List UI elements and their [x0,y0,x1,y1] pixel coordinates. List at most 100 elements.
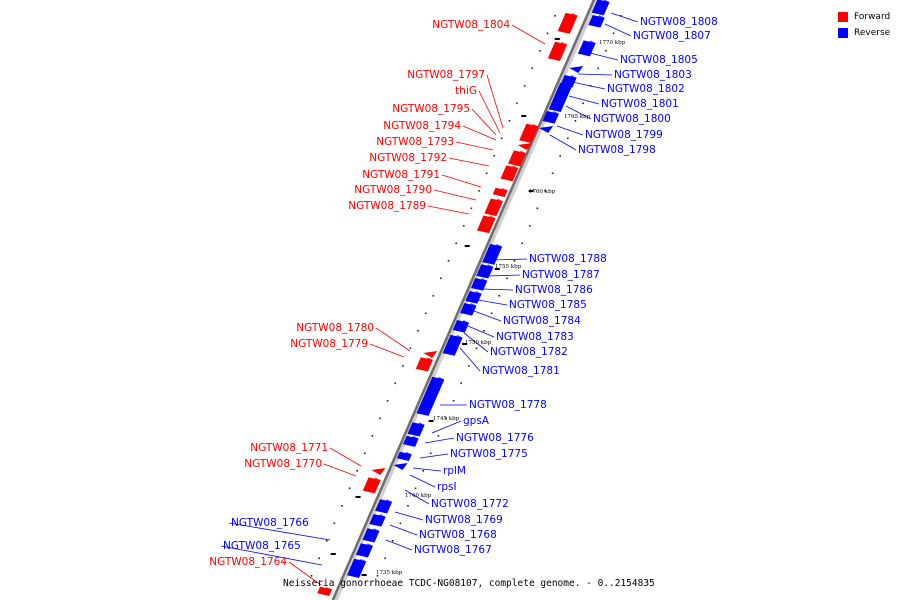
label-ngtw08-1776: NGTW08_1776 [456,432,534,444]
major-tick [428,420,434,422]
tick-dot [376,575,379,577]
tick-dot [620,15,622,17]
major-tick [494,268,500,270]
leader-ngtw08-1800 [565,105,592,120]
leader-ngtw08-1775 [419,453,449,459]
tick-dot [506,277,508,280]
gene-ngtw08-1794 [517,143,532,150]
gene-ngtw08-1791 [492,187,508,198]
tick-dot [445,417,447,420]
tick-dot [493,155,495,157]
tick-dot [528,225,531,227]
label-ngtw08-1767: NGTW08_1767 [414,544,492,556]
tick-dot [414,487,417,490]
leader-ngtw08-1784 [473,310,502,322]
label-ngtw08-1804: NGTW08_1804 [432,19,510,31]
leader-ngtw08-1794 [462,125,497,141]
tick-dot [455,242,457,245]
tick-dot [559,155,561,157]
label-ngtw08-1782: NGTW08_1782 [490,346,568,358]
gene-ngtw08-1783 [452,320,470,333]
tick-dot [417,330,419,332]
gene-ngtw08-1779 [415,357,433,372]
leader-ngtw08-1779 [369,343,405,358]
tick-dot [605,50,607,52]
tick-dot [498,295,501,297]
leader-ngtw08-1767 [385,539,413,551]
leader-ngtw08-1789 [427,205,470,215]
major-tick [361,574,367,576]
tick-dot [462,225,465,227]
leader-ngtw08-1799 [556,125,584,136]
gene-ngtw08-1788 [482,243,503,265]
kbp-label: 1760 kbp [529,189,556,195]
label-ngtw08-1797: NGTW08_1797 [407,69,485,81]
gene-ngtw08-1764 [346,558,367,578]
kbp-label: 1770 kbp [599,40,626,46]
leader-ngtw08-1771 [329,447,362,467]
label-leaders [220,12,639,586]
gene-ngtw08-1789 [476,215,496,234]
leader-ngtw08-1770 [323,463,357,477]
tick-dot [483,330,485,332]
label-ngtw08-1788: NGTW08_1788 [529,253,607,265]
leader-ngtw08-1787 [486,274,521,277]
gene-ngtw08-1787 [476,264,494,279]
tick-dot [567,137,569,140]
label-ngtw08-1775: NGTW08_1775 [450,448,528,460]
gene-ngtw08-1795 [519,123,539,143]
tick-dot [379,417,381,420]
axis-line [331,0,596,600]
legend-reverse: Reverse [838,25,890,40]
label-ngtw08-1769: NGTW08_1769 [425,514,503,526]
leader-ngtw08-1788 [492,258,528,261]
gene-ngtw08-1792 [500,165,519,182]
label-ngtw08-1778: NGTW08_1778 [469,399,547,411]
tick-dot [501,137,503,140]
gene-ngtw08-1772 [375,499,393,514]
tick-dot [460,382,463,385]
tick-dot [432,295,435,297]
tick-dot [546,32,549,35]
gene-ngtw08-1775 [396,451,412,462]
tick-dot [516,102,518,105]
tick-dot [440,277,442,280]
label-ngtw08-1786: NGTW08_1786 [515,284,593,296]
tick-dot [424,312,427,315]
tick-dot [356,470,358,472]
tick-dot [582,102,584,105]
tick-dot [523,85,526,87]
major-tick [464,245,470,247]
label-ngtw08-1799: NGTW08_1799 [585,129,663,141]
gene-ngtw08-1782 [442,334,463,356]
leader-ngtw08-1797 [486,74,504,129]
forward-swatch [838,11,848,22]
gene-ngtw08-1767 [355,543,373,558]
legend: Forward Reverse [838,9,890,41]
leader-rpsi [409,474,436,488]
leader-ngtw08-1793 [455,141,494,151]
gene-ngtw08-1808 [591,0,610,16]
label-ngtw08-1803: NGTW08_1803 [614,69,692,81]
tick-dot [452,400,455,402]
tick-dot [447,260,450,262]
leader-ngtw08-1786 [481,288,514,291]
tick-dot [508,120,511,122]
label-ngtw08-1798: NGTW08_1798 [578,144,656,156]
tick-dot [348,487,351,490]
kbp-label: 1750 kbp [465,340,492,346]
tick-dot [551,172,554,175]
tick-dot [341,505,343,507]
tick-dot [384,557,386,560]
leader-ngtw08-1765 [220,545,323,566]
leader-ngtw08-1769 [394,511,424,521]
tick-dot [470,207,473,210]
gene-rplm [393,463,408,470]
gene-ngtw08-1768 [362,528,380,543]
label-ngtw08-1805: NGTW08_1805 [620,54,698,66]
leader-ngtw08-1780 [375,327,411,352]
tick-dot [597,67,600,70]
leader-ngtw08-1768 [389,524,418,536]
kbp-label: 1755 kbp [495,264,522,270]
gene-ngtw08-1764 [317,586,333,597]
